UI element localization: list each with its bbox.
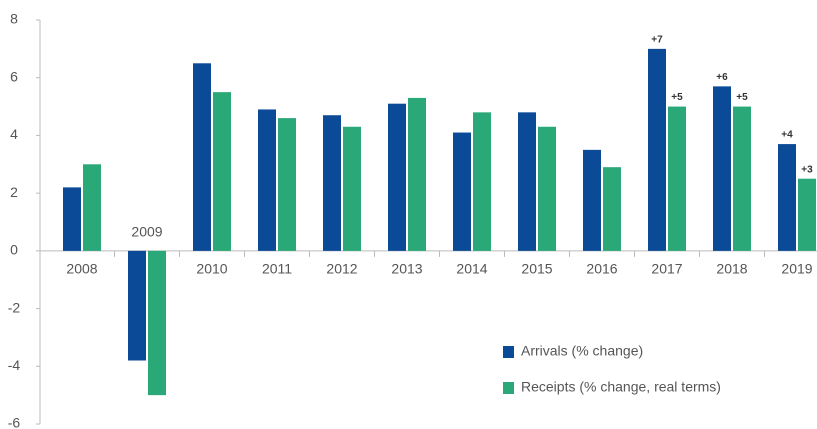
y-tick-label: 6 [10,68,18,84]
value-label: +3 [801,164,813,175]
x-tick-label: 2015 [521,261,552,277]
y-tick-label: 0 [10,242,18,258]
legend-swatch [503,346,514,358]
x-tick-label: 2018 [716,261,747,277]
x-tick-label: 2012 [326,261,357,277]
y-tick-label: 4 [10,126,18,142]
y-tick-label: -6 [8,415,21,429]
bar [258,109,276,251]
bar [343,126,361,251]
bar [713,86,731,251]
value-label: +4 [781,130,793,141]
bar [473,112,491,251]
bar [408,97,426,251]
value-label: +5 [736,92,748,103]
legend-label: Arrivals (% change) [521,343,643,359]
y-tick-label: -2 [8,299,21,315]
bar [518,112,536,251]
x-tick-label: 2019 [781,261,812,277]
bar [278,118,296,251]
legend-swatch [503,382,514,394]
bar [603,167,621,251]
x-tick-label: 2016 [586,261,617,277]
value-label: +7 [651,34,663,45]
y-tick-label: -4 [8,357,21,373]
x-tick-label: 2010 [196,261,227,277]
x-tick-label: 2008 [66,261,97,277]
y-tick-label: 2 [10,184,18,200]
legend-label: Receipts (% change, real terms) [521,379,721,395]
bar [798,178,816,251]
bar [213,92,231,251]
bar [538,126,556,251]
bar [733,106,751,251]
bar [668,106,686,251]
x-tick-label: 2013 [391,261,422,277]
bar [323,115,341,251]
value-label: +5 [671,92,683,103]
bar [453,132,471,251]
bar [128,250,146,361]
bar [63,187,81,251]
bar [388,103,406,251]
bar [648,48,666,251]
x-tick-label: 2011 [262,261,292,277]
y-tick-label: 8 [10,11,18,27]
x-tick-label: 2009 [131,224,162,240]
bar [148,250,166,396]
bar [83,164,101,251]
x-tick-label: 2014 [456,261,487,277]
x-tick-label: 2017 [651,261,682,277]
bar [193,63,211,251]
value-label: +6 [716,72,728,83]
bar [778,144,796,251]
bar [583,149,601,251]
